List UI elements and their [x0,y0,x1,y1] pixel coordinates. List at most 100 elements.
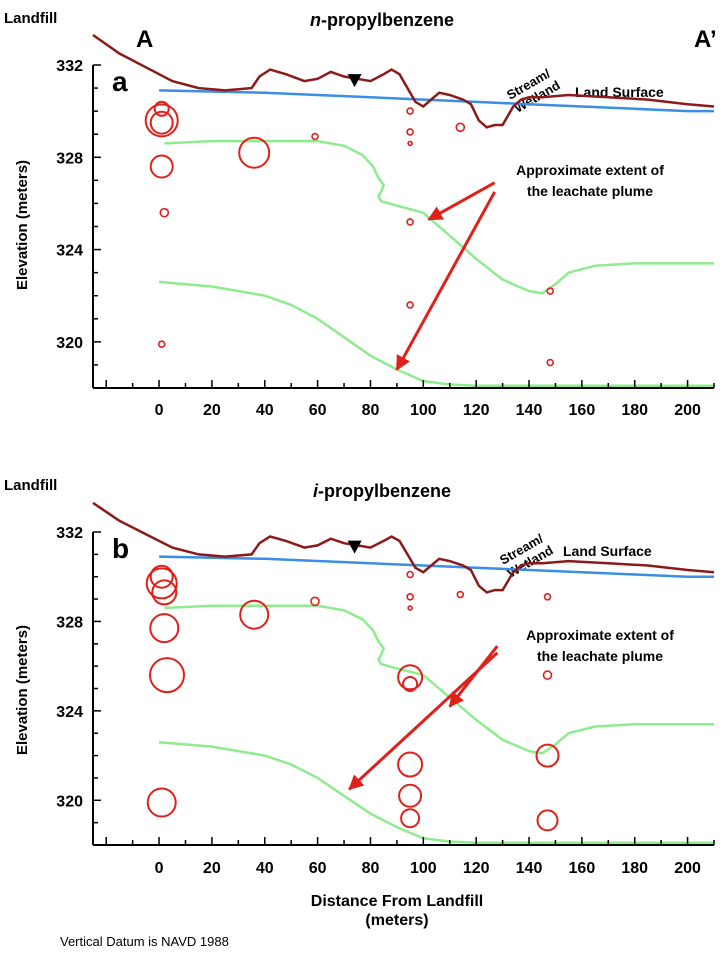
panel-a-sample-point-13 [455,122,466,133]
panel-b-letter: b [112,533,129,564]
panel-a-sample-point-15 [546,358,555,367]
panel-a-y-tick-label: 324 [56,243,83,260]
panel-b-landfill-label: Landfill [4,477,57,494]
panel-b: Landfill i-propylbenzene b Stream/Wetlan… [4,477,715,877]
panel-a-y-tick-label: 328 [56,150,83,167]
panel-a-sample-point-1 [149,110,174,135]
panel-b-sample-point-19 [535,743,560,768]
panel-a-A-label: A [136,26,153,53]
panel-b-x-tick-label: 140 [516,860,543,877]
panel-b-x-tick-label: 100 [410,860,437,877]
panel-a-x-tick-label: 0 [155,402,164,419]
panel-a-plot: 0 20 40 60 80 100 120 140 160 180 200 332 328 324 320 [56,33,715,419]
panel-b-sample-point-6 [239,599,270,630]
panel-b-x-tick-label: 120 [463,860,490,877]
panel-b-x-tick-label: 160 [569,860,596,877]
panel-b-y-tick-label: 324 [56,704,83,721]
x-axis-label: Distance From Landfill [311,893,483,910]
panel-b-sample-point-15 [400,808,421,829]
panel-a-x-tick-label: 180 [621,402,648,419]
panel-a-x-tick-label: 200 [674,402,701,419]
panel-b-sample-point-5 [146,787,177,818]
panel-b-sample-point-16 [456,590,465,599]
panel-b-plume-label: Approximate extent of the leachate plume [526,627,674,664]
panel-a-sample-point-11 [406,218,414,226]
panel-b-sample-point-18 [542,670,553,680]
x-axis-unit: (meters) [365,912,428,929]
panel-a-sample-point-12 [406,301,414,309]
panel-a-sample-point-14 [546,287,555,295]
panel-a-x-tick-label: 80 [362,402,380,419]
panel-b-plume-arrow-1 [348,651,499,791]
panel-a-plume-upper-line [164,139,714,295]
panel-b-title: i-propylbenzene [313,481,451,501]
panel-a-plume-label: Approximate extent of the leachate plume [516,162,664,199]
panel-a-y-tick-label: 320 [56,335,83,352]
panel-b-sample-point-12 [402,676,419,692]
panel-b-sample-point-4 [149,657,185,694]
panel-b-sample-point-1 [149,564,174,589]
panel-a-y-axis-label: Elevation (meters) [14,160,31,290]
panel-a-water-table-marker-icon [347,74,362,88]
panel-b-sample-point-7 [310,596,320,607]
panel-a-sample-point-6 [238,136,271,169]
panel-a-plume-arrow-1 [395,191,496,371]
panel-b-sample-point-2 [151,579,178,606]
panel-b-x-tick-label: 80 [362,860,380,877]
panel-a-letter: a [112,66,128,97]
panel-a-sample-point-0 [144,103,179,138]
panel-b-sample-point-8 [406,570,414,579]
panel-a-x-tick-label: 100 [410,402,437,419]
panel-b-x-tick-label: 20 [203,860,221,877]
panel-a-A-prime-label: A’ [694,26,717,53]
panel-b-sample-point-14 [398,783,423,808]
panel-a-plume-arrow-0 [427,181,496,221]
panel-a-x-tick-label: 60 [309,402,327,419]
panel-b-x-tick-label: 0 [155,860,164,877]
panel-b-sample-point-9 [406,592,414,601]
panel-b-y-axis-label: Elevation (meters) [14,625,31,755]
panel-a: Landfill A A’ n-propylbenzene a Stream/W… [4,10,717,419]
panel-b-sample-point-20 [536,809,559,832]
panel-a-water-table-line [159,89,714,113]
panel-b-water-table-marker-icon [347,540,362,554]
panel-b-x-tick-label: 200 [674,860,701,877]
panel-a-sample-point-8 [406,107,414,115]
panel-b-x-tick-label: 40 [256,860,274,877]
panel-a-x-tick-label: 120 [463,402,490,419]
panel-a-y-tick-label: 332 [56,58,83,75]
panel-b-sample-point-13 [397,751,424,778]
panel-a-sample-point-4 [159,207,170,218]
panel-b-plume-upper-line [164,604,714,755]
panel-b-water-table-line [159,555,714,578]
panel-b-sample-point-0 [145,567,178,600]
panel-a-sample-point-7 [311,132,319,141]
panel-a-title: n-propylbenzene [310,10,454,30]
panel-a-landfill-label: Landfill [4,10,57,27]
panel-b-y-tick-label: 332 [56,525,83,542]
panel-b-y-tick-label: 320 [56,793,83,810]
panel-a-sample-point-5 [157,340,166,349]
panel-b-sample-point-10 [407,605,413,611]
panel-b-land-surface-label: Land Surface [563,543,652,559]
panel-b-stream-label: Stream/Wetland [497,529,556,580]
panel-b-sample-point-11 [397,664,424,691]
panel-a-sample-point-3 [149,154,174,179]
panel-b-plot: 0 20 40 60 80 100 120 140 160 180 200 332 328 324 320 [56,501,715,877]
panel-b-y-tick-label: 328 [56,614,83,631]
panel-a-x-tick-label: 20 [203,402,221,419]
panel-b-land-surface-line [92,501,715,594]
panel-a-sample-point-9 [406,128,414,136]
panel-a-sample-point-10 [407,140,413,147]
panel-b-sample-point-3 [149,613,180,644]
panel-a-x-tick-label: 40 [256,402,274,419]
panel-b-plume-lower-line [158,740,714,845]
panel-a-sample-point-2 [153,100,170,117]
panel-b-sample-point-17 [543,592,552,601]
vertical-datum-note: Vertical Datum is NAVD 1988 [60,934,229,949]
panel-a-x-tick-label: 140 [516,402,543,419]
panel-a-land-surface-line [92,33,715,129]
panel-b-x-tick-label: 180 [621,860,648,877]
panel-a-x-tick-label: 160 [569,402,596,419]
